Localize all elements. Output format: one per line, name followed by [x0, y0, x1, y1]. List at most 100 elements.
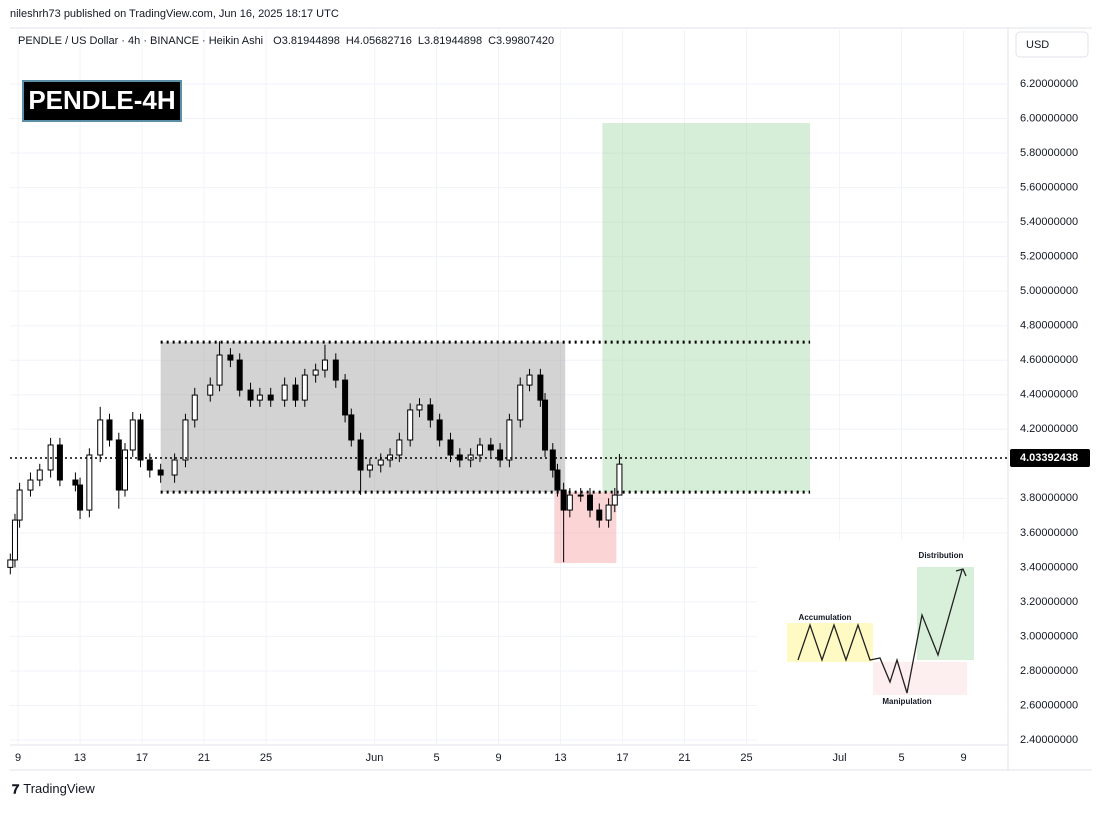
x-tick-label: 25	[260, 752, 272, 764]
candle-body	[77, 484, 84, 511]
candle-body	[157, 469, 164, 476]
candle-body	[586, 494, 593, 511]
y-tick-label: 2.60000000	[1020, 699, 1078, 711]
y-tick-label: 5.20000000	[1020, 251, 1078, 263]
x-tick-label: Jun	[366, 752, 384, 764]
candle-body	[554, 469, 561, 491]
candle-body	[122, 449, 129, 491]
x-tick-label: 5	[433, 752, 439, 764]
ohlc-high: H4.05682716	[346, 35, 412, 47]
candle-body	[36, 469, 43, 481]
candle-body	[332, 359, 339, 381]
y-tick-label: 4.40000000	[1020, 389, 1078, 401]
y-tick-label: 4.80000000	[1020, 320, 1078, 332]
y-tick-label: 3.40000000	[1020, 561, 1078, 573]
candle-body	[247, 389, 254, 401]
candle-body	[577, 494, 584, 497]
last-price-tag	[1010, 448, 1090, 467]
candle-body	[476, 444, 483, 456]
inset-diagram: Accumulation Manipulation Distribution	[757, 540, 1007, 744]
y-tick-label: 5.60000000	[1020, 182, 1078, 194]
candle-body	[16, 489, 23, 521]
y-tick-label: 2.80000000	[1020, 665, 1078, 677]
x-tick-label: 9	[960, 752, 966, 764]
candle-body	[207, 384, 214, 396]
candle-body	[447, 439, 454, 456]
candle-body	[342, 379, 349, 416]
symbol-line: PENDLE / US Dollar · 4h · BINANCE · Heik…	[18, 35, 554, 47]
candle-body	[566, 494, 573, 511]
candle-body	[497, 449, 504, 461]
y-tick-label: 4.20000000	[1020, 423, 1078, 435]
footer-logo: 𝟕 TradingView	[12, 781, 95, 796]
candle-body	[236, 359, 243, 391]
y-tick-label: 3.20000000	[1020, 596, 1078, 608]
manipulation-box	[873, 662, 967, 695]
y-tick-label: 5.40000000	[1020, 216, 1078, 228]
candle-body	[11, 519, 18, 561]
x-tick-label: 9	[15, 752, 21, 764]
candle-body	[506, 419, 513, 461]
distribution-box	[917, 567, 974, 660]
x-tick-label: 13	[554, 752, 566, 764]
x-tick-label: 21	[198, 752, 210, 764]
candle-body	[7, 559, 14, 568]
x-tick-label: 13	[74, 752, 86, 764]
currency-button[interactable]	[1015, 31, 1089, 58]
y-tick-label: 2.40000000	[1020, 734, 1078, 746]
ohlc-open: O3.81944898	[273, 35, 340, 47]
symbol: PENDLE / US Dollar · 4h · BINANCE · Heik…	[18, 35, 263, 47]
candle-body	[256, 394, 263, 401]
y-tick-label: 5.80000000	[1020, 147, 1078, 159]
candle-body	[56, 444, 63, 481]
candle-body	[517, 384, 524, 421]
x-tick-label: 25	[740, 752, 752, 764]
candle-body	[605, 504, 612, 521]
x-tick-label: 5	[898, 752, 904, 764]
footer-brand: TradingView	[23, 781, 95, 796]
arrow-head	[955, 568, 967, 577]
candle-body	[366, 464, 373, 471]
candle-body	[611, 494, 618, 506]
overlay: PENDLE / US Dollar · 4h · BINANCE · Heik…	[12, 35, 554, 797]
y-tick-label: 3.00000000	[1020, 630, 1078, 642]
manipulation-label: Manipulation	[882, 697, 931, 706]
candle-body	[86, 454, 93, 511]
candle-body	[227, 354, 234, 361]
distribution-label: Distribution	[919, 551, 964, 560]
currency[interactable]: USD	[1026, 39, 1049, 51]
candle-body	[301, 374, 308, 401]
ohlc-low: L3.81944898	[418, 35, 482, 47]
last-price-label: 4.03392438	[1020, 452, 1078, 464]
candle-body	[129, 419, 136, 451]
candle-body	[416, 404, 423, 411]
candle-body	[549, 449, 556, 471]
candle-body	[146, 459, 153, 471]
wyckoff-path	[797, 569, 963, 694]
candle-body	[97, 419, 104, 456]
title-badge	[22, 80, 182, 122]
candle-body	[427, 404, 434, 421]
accumulation-label: Accumulation	[799, 613, 852, 622]
candle-body	[191, 394, 198, 421]
candle-body	[436, 419, 443, 441]
y-tick-label: 3.80000000	[1020, 492, 1078, 504]
candle-body	[267, 394, 274, 401]
candle-body	[106, 419, 113, 441]
candle-body	[377, 459, 384, 466]
y-tick-label: 6.00000000	[1020, 112, 1078, 124]
candle-body	[537, 374, 544, 401]
x-tick-label: Jul	[832, 752, 846, 764]
candle-body	[560, 489, 567, 511]
y-tick-label: 3.60000000	[1020, 527, 1078, 539]
candle-body	[396, 439, 403, 456]
candle-body	[182, 419, 189, 461]
accumulation-box	[787, 623, 873, 662]
x-tick-label: 9	[495, 752, 501, 764]
candle-body	[115, 439, 122, 491]
candle-body	[72, 479, 79, 486]
y-tick-label: 5.00000000	[1020, 285, 1078, 297]
candle-body	[321, 359, 328, 371]
